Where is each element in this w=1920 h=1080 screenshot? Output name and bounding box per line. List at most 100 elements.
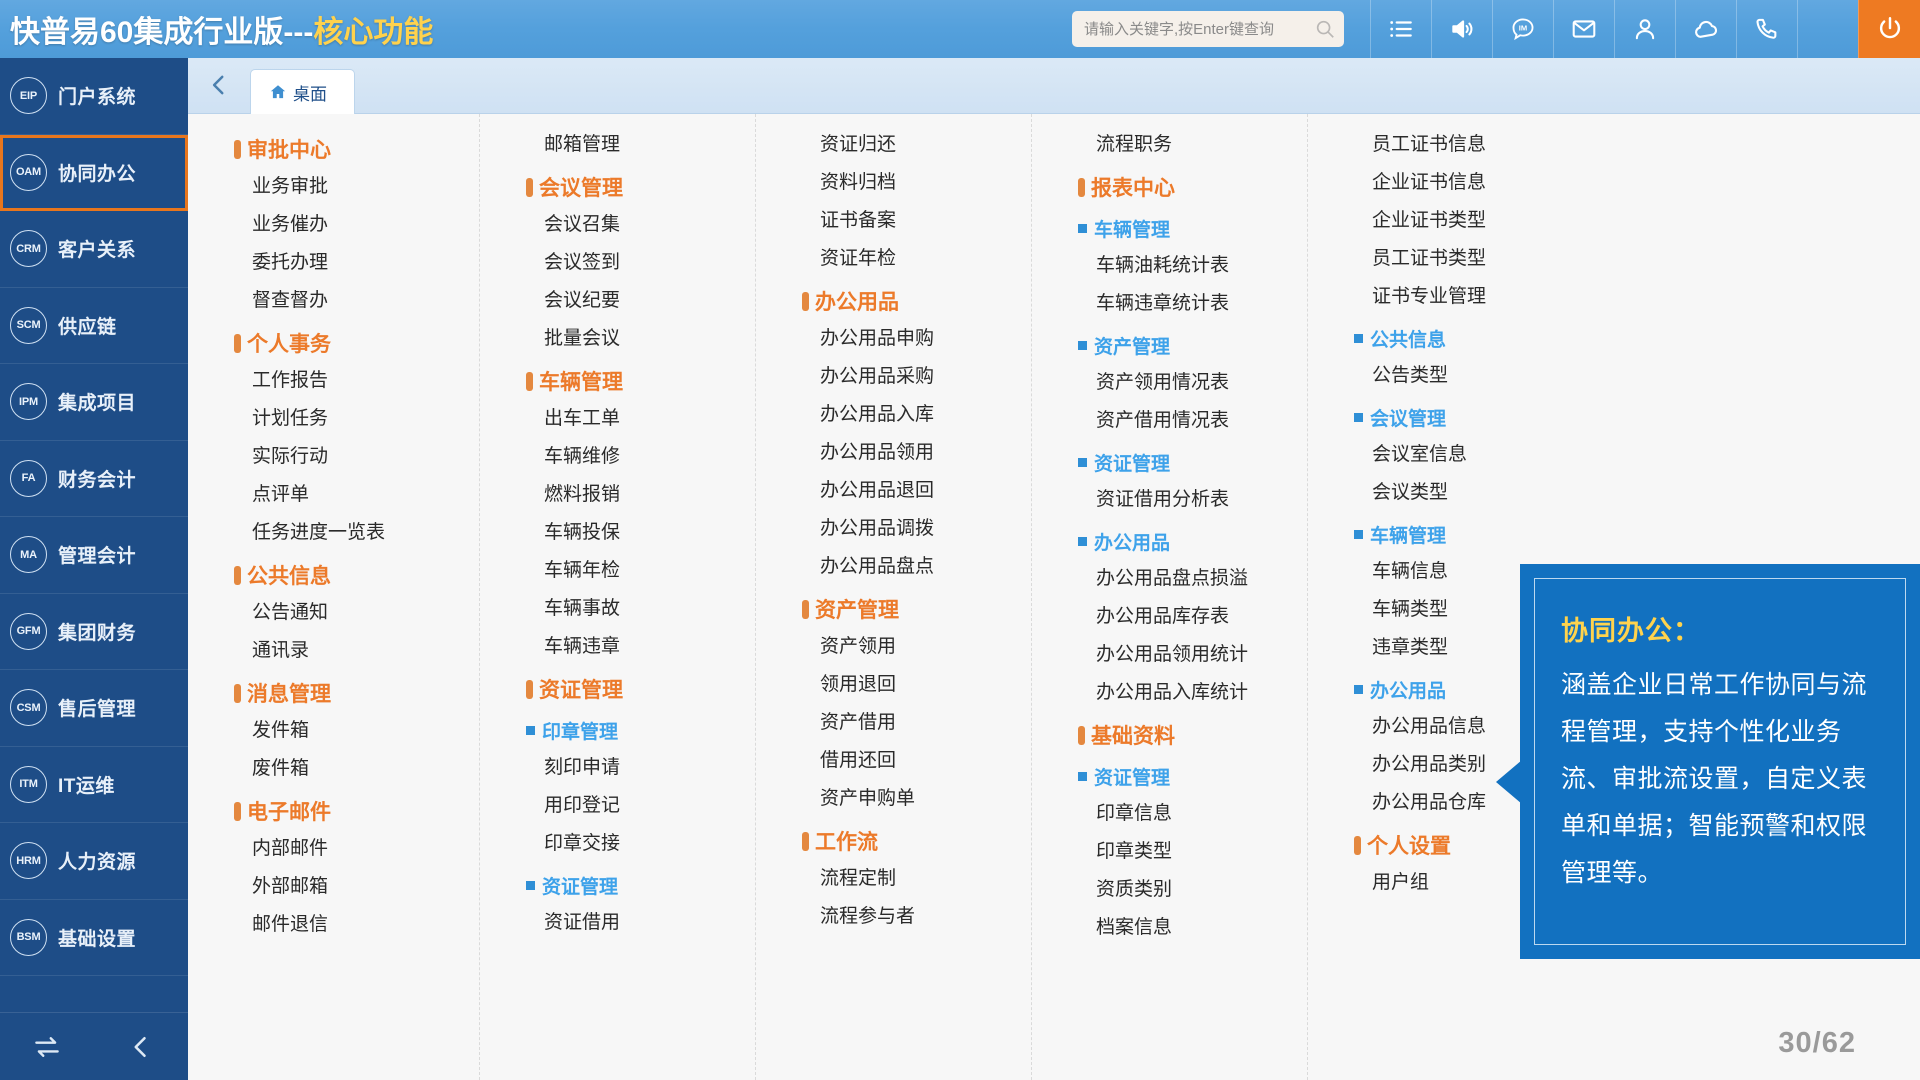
- menu-subgroup-header[interactable]: 车辆管理: [1078, 209, 1307, 247]
- sidebar-item-bsm[interactable]: BSM 基础设置: [0, 900, 188, 976]
- menu-item[interactable]: 办公用品采购: [820, 366, 935, 387]
- menu-item[interactable]: 会议类型: [1372, 482, 1449, 503]
- menu-item[interactable]: 员工证书信息: [1372, 134, 1487, 155]
- menu-item[interactable]: 外部邮箱: [252, 876, 329, 897]
- search-box[interactable]: [1072, 11, 1344, 47]
- menu-item[interactable]: 车辆违章统计表: [1096, 293, 1230, 314]
- menu-group-header[interactable]: 办公用品: [802, 282, 1031, 320]
- menu-group-header[interactable]: 基础资料: [1078, 716, 1307, 754]
- menu-item[interactable]: 档案信息: [1096, 917, 1173, 938]
- menu-subgroup-header[interactable]: 办公用品: [1078, 522, 1307, 560]
- menu-item[interactable]: 流程定制: [820, 868, 897, 889]
- sidebar-item-fa[interactable]: FA 财务会计: [0, 441, 188, 517]
- sidebar-item-eip[interactable]: EIP 门户系统: [0, 58, 188, 135]
- tab-desktop[interactable]: 桌面: [250, 69, 355, 114]
- menu-item[interactable]: 企业证书信息: [1372, 172, 1487, 193]
- menu-group-header[interactable]: 个人事务: [234, 324, 479, 362]
- blank-icon[interactable]: [1797, 0, 1858, 58]
- chevron-left-icon[interactable]: [188, 57, 250, 113]
- menu-group-header[interactable]: 资证管理: [526, 670, 755, 708]
- menu-item[interactable]: 证书备案: [820, 210, 897, 231]
- menu-group-header[interactable]: 车辆管理: [526, 362, 755, 400]
- menu-item[interactable]: 证书专业管理: [1372, 286, 1487, 307]
- menu-subgroup-header[interactable]: 车辆管理: [1354, 515, 1584, 553]
- sidebar-item-scm[interactable]: SCM 供应链: [0, 288, 188, 364]
- menu-item[interactable]: 用印登记: [544, 795, 621, 816]
- menu-item[interactable]: 通讯录: [252, 640, 310, 661]
- im-icon[interactable]: IM: [1492, 0, 1553, 58]
- menu-subgroup-header[interactable]: 办公用品: [1354, 670, 1584, 708]
- menu-item[interactable]: 办公用品入库: [820, 404, 935, 425]
- menu-item[interactable]: 资产借用情况表: [1096, 410, 1230, 431]
- menu-item[interactable]: 内部邮件: [252, 838, 329, 859]
- menu-item[interactable]: 办公用品入库统计: [1096, 682, 1249, 703]
- menu-item[interactable]: 资产申购单: [820, 788, 916, 809]
- menu-item[interactable]: 会议室信息: [1372, 444, 1468, 465]
- sidebar-item-csm[interactable]: CSM 售后管理: [0, 670, 188, 747]
- menu-item[interactable]: 办公用品盘点: [820, 556, 935, 577]
- menu-item[interactable]: 邮箱管理: [544, 134, 621, 155]
- sidebar-item-ipm[interactable]: IPM 集成项目: [0, 364, 188, 441]
- sidebar-item-itm[interactable]: ITM IT运维: [0, 747, 188, 823]
- sidebar-item-ma[interactable]: MA 管理会计: [0, 517, 188, 594]
- menu-item[interactable]: 办公用品退回: [820, 480, 935, 501]
- menu-item[interactable]: 资证年检: [820, 248, 897, 269]
- menu-item[interactable]: 邮件退信: [252, 914, 329, 935]
- menu-item[interactable]: 出车工单: [544, 408, 621, 429]
- menu-item[interactable]: 车辆违章: [544, 636, 621, 657]
- menu-item[interactable]: 车辆类型: [1372, 599, 1449, 620]
- menu-item[interactable]: 资产领用: [820, 636, 897, 657]
- menu-item[interactable]: 会议纪要: [544, 290, 621, 311]
- user-icon[interactable]: [1614, 0, 1675, 58]
- phone-icon[interactable]: [1736, 0, 1797, 58]
- menu-group-header[interactable]: 审批中心: [234, 130, 479, 168]
- menu-item[interactable]: 任务进度一览表: [252, 522, 386, 543]
- menu-item[interactable]: 办公用品申购: [820, 328, 935, 349]
- menu-item[interactable]: 资质类别: [1096, 879, 1173, 900]
- menu-group-header[interactable]: 报表中心: [1078, 168, 1307, 206]
- menu-item[interactable]: 车辆油耗统计表: [1096, 255, 1230, 276]
- menu-item[interactable]: 办公用品领用: [820, 442, 935, 463]
- menu-subgroup-header[interactable]: 印章管理: [526, 711, 755, 749]
- menu-item[interactable]: 用户组: [1372, 872, 1430, 893]
- menu-item[interactable]: 公告类型: [1372, 365, 1449, 386]
- menu-item[interactable]: 办公用品仓库: [1372, 792, 1487, 813]
- collapse-icon[interactable]: [94, 1013, 188, 1080]
- menu-item[interactable]: 业务催办: [252, 214, 329, 235]
- menu-item[interactable]: 办公用品类别: [1372, 754, 1487, 775]
- menu-item[interactable]: 燃料报销: [544, 484, 621, 505]
- menu-item[interactable]: 车辆事故: [544, 598, 621, 619]
- menu-item[interactable]: 办公用品信息: [1372, 716, 1487, 737]
- menu-group-header[interactable]: 电子邮件: [234, 792, 479, 830]
- menu-item[interactable]: 办公用品库存表: [1096, 606, 1230, 627]
- menu-item[interactable]: 资料归档: [820, 172, 897, 193]
- speaker-icon[interactable]: [1431, 0, 1492, 58]
- menu-item[interactable]: 违章类型: [1372, 637, 1449, 658]
- sidebar-item-crm[interactable]: CRM 客户关系: [0, 211, 188, 288]
- search-input[interactable]: [1084, 20, 1314, 38]
- menu-subgroup-header[interactable]: 资证管理: [1078, 443, 1307, 481]
- menu-group-header[interactable]: 工作流: [802, 822, 1031, 860]
- menu-item[interactable]: 会议召集: [544, 214, 621, 235]
- menu-item[interactable]: 印章信息: [1096, 803, 1173, 824]
- list-icon[interactable]: [1370, 0, 1431, 58]
- sidebar-item-hrm[interactable]: HRM 人力资源: [0, 823, 188, 900]
- menu-item[interactable]: 企业证书类型: [1372, 210, 1487, 231]
- search-icon[interactable]: [1314, 18, 1336, 40]
- power-icon[interactable]: [1858, 0, 1920, 58]
- menu-item[interactable]: 点评单: [252, 484, 310, 505]
- menu-item[interactable]: 业务审批: [252, 176, 329, 197]
- menu-subgroup-header[interactable]: 资证管理: [1078, 757, 1307, 795]
- menu-item[interactable]: 批量会议: [544, 328, 621, 349]
- menu-item[interactable]: 借用还回: [820, 750, 897, 771]
- menu-subgroup-header[interactable]: 会议管理: [1354, 398, 1584, 436]
- menu-item[interactable]: 刻印申请: [544, 757, 621, 778]
- menu-item[interactable]: 资产领用情况表: [1096, 372, 1230, 393]
- menu-item[interactable]: 流程参与者: [820, 906, 916, 927]
- menu-item[interactable]: 会议签到: [544, 252, 621, 273]
- menu-item[interactable]: 资产借用: [820, 712, 897, 733]
- menu-item[interactable]: 发件箱: [252, 720, 310, 741]
- menu-group-header[interactable]: 消息管理: [234, 674, 479, 712]
- menu-item[interactable]: 员工证书类型: [1372, 248, 1487, 269]
- menu-item[interactable]: 车辆投保: [544, 522, 621, 543]
